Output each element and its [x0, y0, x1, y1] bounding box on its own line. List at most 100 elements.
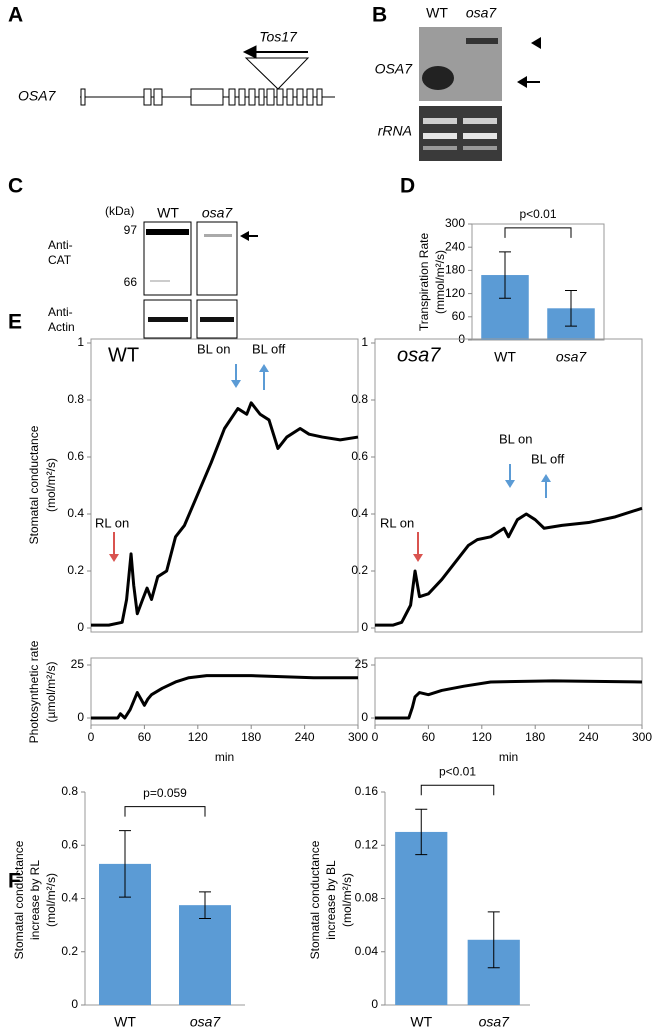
annotation: BL off: [531, 451, 565, 466]
panel-label: B: [372, 4, 387, 27]
annotation: RL on: [380, 515, 414, 530]
x-tick-label: WT: [494, 349, 516, 365]
y-axis-label: Stomatal conductance: [12, 840, 26, 959]
y-tick-label: 0.6: [351, 449, 368, 463]
significance-bracket: [124, 806, 206, 817]
y-tick-label: 0: [361, 710, 368, 724]
y-tick-label: 0.8: [61, 784, 78, 798]
y-tick-label: 0.6: [67, 449, 84, 463]
marker-label: 66: [124, 275, 138, 289]
y-tick-label: 0.16: [355, 784, 379, 798]
y-tick-label: 0.08: [355, 891, 379, 905]
p-value: p<0.01: [439, 764, 476, 778]
y-tick-label: 0.2: [351, 563, 368, 577]
row-label: CAT: [48, 253, 72, 267]
bar: [395, 831, 448, 1005]
y-tick-label: 0.4: [351, 506, 368, 520]
annotation: WT: [108, 344, 139, 366]
y-tick-label: 0.04: [355, 944, 379, 958]
annotation: BL on: [499, 431, 533, 446]
bar: [179, 905, 231, 1005]
x-tick-label: 120: [188, 730, 208, 744]
y-axis-label: (mol/m²/s): [340, 873, 354, 927]
data-line: [375, 679, 643, 720]
x-tick-label: 60: [138, 730, 152, 744]
x-tick-label: 300: [348, 730, 368, 744]
y-tick-label: 0: [77, 620, 84, 634]
panel-label: C: [8, 175, 23, 198]
significance-bracket: [504, 227, 572, 238]
y-axis-label: Stomatal conductance: [308, 840, 322, 959]
gel-image: [419, 27, 541, 161]
y-tick-label: 120: [445, 286, 465, 300]
error-bar: [487, 911, 500, 969]
event-arrowhead: [505, 480, 515, 488]
y-tick-label: 1: [77, 335, 84, 349]
y-axis-label: (mmol/m²/s): [433, 250, 447, 314]
row-label: rRNA: [378, 123, 412, 139]
gene-label: OSA7: [18, 88, 57, 104]
lane-label: WT: [157, 205, 179, 221]
y-axis-label: (mol/m²/s): [44, 873, 58, 927]
lane-label: osa7: [466, 5, 498, 21]
y-tick-label: 60: [452, 309, 466, 323]
panel-label: E: [8, 311, 22, 334]
x-tick-label: 300: [632, 730, 652, 744]
panel-label: D: [400, 175, 415, 198]
plot-frame: [471, 223, 605, 341]
y-axis-label: Photosynthetic rate: [27, 640, 41, 743]
y-tick-label: 1: [361, 335, 368, 349]
data-line: [91, 401, 359, 627]
event-arrowhead: [231, 380, 241, 388]
plot-frame: [374, 338, 643, 633]
x-tick-label: WT: [410, 1014, 432, 1030]
y-axis-label: Transpiration Rate: [417, 233, 431, 332]
x-tick-label: osa7: [556, 349, 588, 365]
error-bar: [565, 290, 577, 327]
x-tick-label: 0: [88, 730, 95, 744]
plot-frame: [374, 657, 643, 726]
y-tick-label: 25: [71, 657, 85, 671]
lane-label: WT: [426, 5, 448, 21]
x-axis-label: min: [215, 750, 234, 764]
y-tick-label: 0.6: [61, 837, 78, 851]
y-tick-label: 300: [445, 216, 465, 230]
event-arrowhead: [259, 364, 269, 372]
y-tick-label: 0.8: [67, 392, 84, 406]
annotation: BL on: [197, 341, 231, 356]
x-tick-label: 120: [472, 730, 492, 744]
panel-label: F: [8, 870, 21, 893]
y-tick-label: 0: [371, 997, 378, 1011]
x-tick-label: 240: [579, 730, 599, 744]
y-tick-label: 0: [71, 997, 78, 1011]
x-tick-label: 60: [422, 730, 436, 744]
error-bar: [199, 891, 211, 919]
y-tick-label: 0: [77, 710, 84, 724]
lane-label: osa7: [202, 205, 234, 221]
error-bar: [499, 251, 511, 299]
y-axis-label: (mol/m²/s): [44, 458, 58, 512]
annotation: RL on: [95, 515, 129, 530]
data-line: [91, 674, 358, 720]
plot-frame: [90, 338, 359, 633]
y-tick-label: 0.12: [355, 837, 379, 851]
y-tick-label: 180: [445, 263, 465, 277]
y-axis-label: (µmol/m²/s): [44, 662, 58, 723]
annotation: osa7: [397, 344, 441, 366]
event-arrowhead: [413, 554, 423, 562]
blot-image: [143, 221, 258, 339]
y-axis-label: increase by RL: [28, 860, 42, 940]
marker-label: 97: [124, 223, 138, 237]
annotation: BL off: [252, 341, 286, 356]
insertion-label: Tos17: [259, 29, 298, 45]
significance-bracket: [420, 784, 495, 796]
x-axis-label: min: [499, 750, 518, 764]
event-arrowhead: [541, 474, 551, 482]
y-axis-label: increase by BL: [324, 860, 338, 940]
row-label: Anti-: [48, 238, 73, 252]
error-bar: [119, 830, 131, 898]
y-axis-label: Stomatal conductance: [27, 425, 41, 544]
x-tick-label: osa7: [479, 1014, 511, 1030]
y-tick-label: 0.2: [67, 563, 84, 577]
